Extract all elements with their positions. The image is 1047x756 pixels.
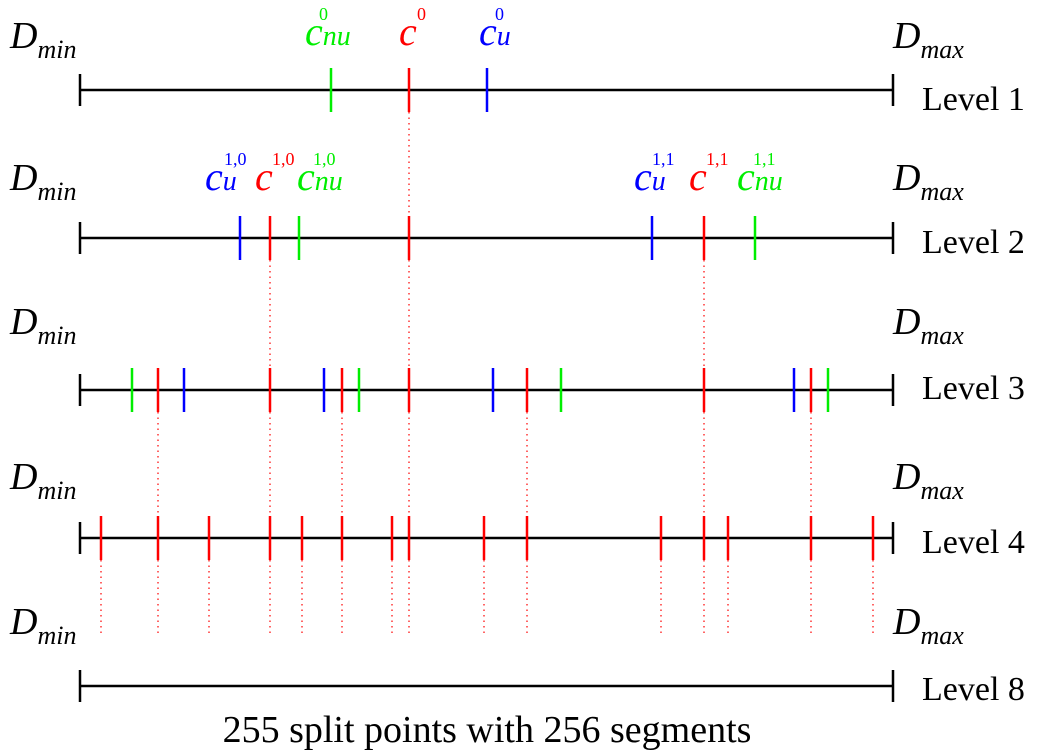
dmin-label: Dmin — [9, 601, 76, 650]
centroid-label-c-u-1-1: cu — [634, 154, 666, 199]
level-4-endpoint-labels: Dmin Dmax — [9, 456, 964, 505]
dotted-connectors — [100, 112, 874, 634]
dmax-label: Dmax — [892, 601, 964, 650]
centroid-label-c-u-1-0: cu — [205, 154, 237, 199]
centroid-label-c-nu-1-0: cnu — [297, 154, 343, 199]
level-4-label: Level 4 — [922, 524, 1025, 561]
centroid-sup-c-1-0: 1,0 — [272, 149, 295, 169]
centroid-label-c-nu-0: cnu — [305, 9, 351, 54]
level-3-endpoint-labels: Dmin Dmax — [9, 301, 964, 350]
centroid-sup-c-u-0: 0 — [495, 4, 504, 24]
centroid-sup-c-nu-1-1: 1,1 — [753, 149, 776, 169]
level-2-endpoint-labels: Dmin Dmax — [9, 157, 964, 206]
centroid-sup-c-nu-1-0: 1,0 — [313, 149, 336, 169]
centroid-label-c-1-1: c — [689, 154, 707, 199]
centroid-sup-c-1-1: 1,1 — [706, 149, 729, 169]
level-8-label: Level 8 — [922, 671, 1025, 708]
dmin-label: Dmin — [9, 456, 76, 505]
level-1-endpoint-labels: Dmin Dmax — [9, 15, 964, 64]
caption: 255 split points with 256 segments — [223, 709, 752, 751]
split-ticks — [99, 68, 875, 560]
level-1-label: Level 1 — [922, 81, 1025, 118]
centroid-sup-c-nu-0: 0 — [319, 4, 328, 24]
level-axes — [78, 74, 895, 702]
level-2-label: Level 2 — [922, 224, 1025, 261]
centroid-sup-c-0: 0 — [417, 4, 426, 24]
level-8-endpoint-labels: Dmin Dmax — [9, 601, 964, 650]
centroid-label-c-1-0: c — [255, 154, 273, 199]
centroid-label-c-u-0: cu — [479, 9, 511, 54]
level-3-label: Level 3 — [922, 370, 1025, 407]
centroid-label-c-nu-1-1: cnu — [737, 154, 783, 199]
dmax-label: Dmax — [892, 301, 964, 350]
centroid-label-c-0: c — [399, 9, 417, 54]
dmax-label: Dmax — [892, 456, 964, 505]
centroid-sup-c-u-1-0: 1,0 — [224, 149, 247, 169]
dmax-label: Dmax — [892, 15, 964, 64]
centroid-sup-c-u-1-1: 1,1 — [652, 149, 675, 169]
dmin-label: Dmin — [9, 301, 76, 350]
dmin-label: Dmin — [9, 157, 76, 206]
dmax-label: Dmax — [892, 157, 964, 206]
dmin-label: Dmin — [9, 15, 76, 64]
